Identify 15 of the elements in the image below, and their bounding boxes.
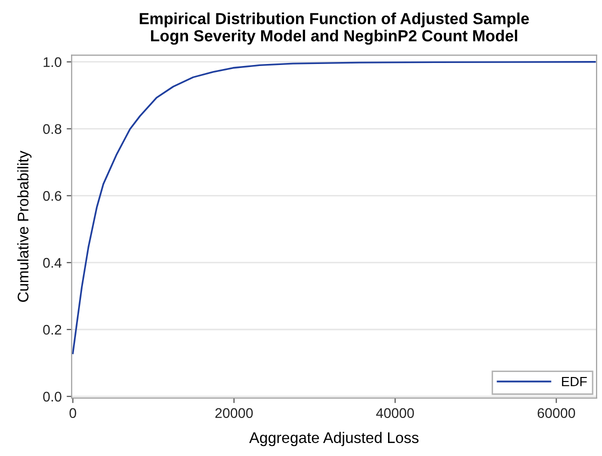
y-tick-label: 0.2 xyxy=(43,324,62,335)
x-tick-label: 40000 xyxy=(376,408,414,418)
x-axis-title: Aggregate Adjusted Loss xyxy=(249,432,419,446)
x-tick-label: 0 xyxy=(70,408,76,418)
x-tick-label: 60000 xyxy=(538,408,576,418)
y-tick-label: 1.0 xyxy=(44,57,62,68)
y-tick-label: 0.0 xyxy=(43,392,62,402)
y-tick-label: 0.4 xyxy=(43,258,62,268)
x-tick-label: 20000 xyxy=(215,408,253,418)
y-tick-label: 0.6 xyxy=(43,191,62,201)
y-axis-title: Cumulative Probability xyxy=(17,150,32,302)
chart-title: Empirical Distribution Function of Adjusted Sample Logn Severity Model and NegbinP2 Count Model xyxy=(140,12,529,45)
line-series xyxy=(72,61,596,354)
legend-label: EDF xyxy=(562,377,587,386)
y-tick-label: 0.8 xyxy=(43,124,62,134)
